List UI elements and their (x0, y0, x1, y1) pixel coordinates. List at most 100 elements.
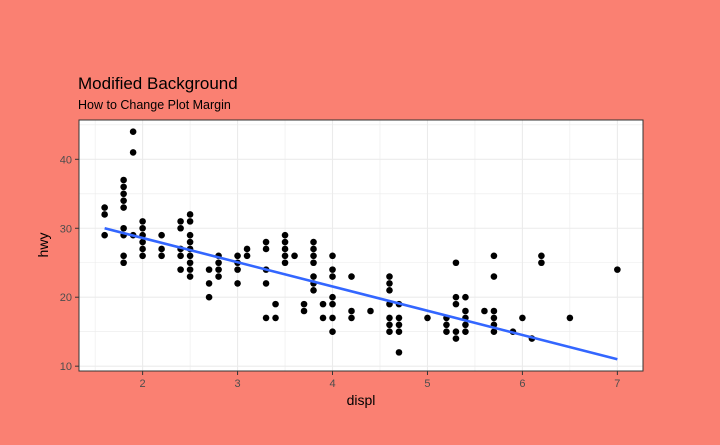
y-tick-label: 40 (60, 154, 72, 166)
data-point (310, 238, 317, 246)
grid-lines (79, 120, 643, 371)
data-point (186, 218, 194, 225)
data-point (129, 128, 137, 136)
data-point (234, 280, 241, 287)
trend-line (104, 227, 618, 361)
data-point (538, 252, 545, 260)
data-point (272, 314, 279, 322)
data-point (281, 252, 289, 260)
data-point (120, 183, 127, 191)
data-point (490, 307, 498, 315)
data-point (101, 211, 108, 218)
data-point (243, 252, 251, 260)
data-point (443, 328, 450, 335)
data-point (424, 314, 431, 322)
data-point (310, 273, 317, 280)
data-point (329, 252, 336, 260)
data-point (329, 328, 336, 335)
data-point (462, 328, 469, 335)
data-points (101, 128, 621, 356)
x-tick-label: 2 (140, 378, 146, 390)
data-point (281, 231, 289, 239)
data-point (177, 266, 184, 273)
data-point (481, 307, 488, 315)
plot-panel (78, 119, 644, 372)
data-point (120, 190, 127, 198)
data-point (329, 266, 336, 273)
data-point (120, 204, 127, 211)
data-point (215, 273, 222, 280)
data-point (348, 273, 355, 280)
data-point (139, 252, 146, 260)
data-point (186, 252, 194, 260)
data-point (177, 252, 184, 260)
data-point (101, 204, 108, 211)
data-point (177, 224, 184, 232)
data-point (158, 231, 165, 239)
data-point (139, 238, 146, 246)
data-point (186, 211, 194, 218)
data-point (386, 273, 393, 280)
data-point (120, 252, 127, 260)
y-tick-label: 20 (60, 292, 72, 304)
chart-subtitle: How to Change Plot Margin (78, 98, 231, 112)
data-point (158, 245, 165, 253)
data-point (452, 259, 460, 267)
data-point (386, 321, 393, 329)
data-point (395, 314, 403, 322)
data-point (452, 300, 460, 308)
data-point (262, 280, 270, 287)
data-point (120, 197, 127, 204)
data-point (329, 300, 336, 308)
data-point (262, 245, 270, 253)
chart-title: Modified Background (78, 74, 238, 93)
data-point (177, 218, 184, 225)
data-point (262, 314, 270, 322)
data-point (386, 287, 393, 294)
data-point (367, 307, 374, 315)
data-point (120, 259, 127, 267)
data-point (490, 252, 498, 260)
data-point (462, 307, 469, 315)
data-point (452, 335, 460, 342)
data-point (291, 252, 298, 260)
data-point (386, 314, 393, 322)
data-point (452, 293, 460, 301)
data-point (262, 238, 270, 246)
data-point (205, 280, 213, 287)
data-point (310, 287, 317, 294)
data-point (186, 238, 194, 246)
data-point (490, 328, 498, 335)
data-point (490, 273, 498, 280)
data-point (462, 321, 469, 329)
data-point (300, 307, 308, 315)
data-point (129, 149, 137, 156)
data-point (139, 218, 146, 225)
y-axis-label: hwy (35, 233, 51, 258)
x-tick-label: 3 (235, 378, 241, 390)
data-point (538, 259, 545, 267)
data-point (139, 224, 146, 232)
x-tick-label: 7 (614, 378, 620, 390)
data-point (158, 252, 165, 260)
data-point (348, 307, 355, 315)
data-point (272, 300, 279, 308)
data-point (614, 266, 621, 273)
data-point (215, 259, 222, 267)
data-point (566, 314, 574, 322)
x-tick-label: 6 (519, 378, 525, 390)
data-point (310, 245, 317, 253)
data-point (319, 300, 327, 308)
data-point (186, 231, 194, 239)
data-point (281, 259, 289, 267)
data-point (215, 266, 222, 273)
data-point (101, 231, 108, 239)
data-point (395, 321, 403, 329)
panel-border (78, 119, 644, 372)
data-point (395, 349, 403, 356)
x-tick-label: 5 (424, 378, 430, 390)
data-point (234, 252, 241, 260)
data-point (186, 259, 194, 267)
data-point (348, 314, 355, 322)
